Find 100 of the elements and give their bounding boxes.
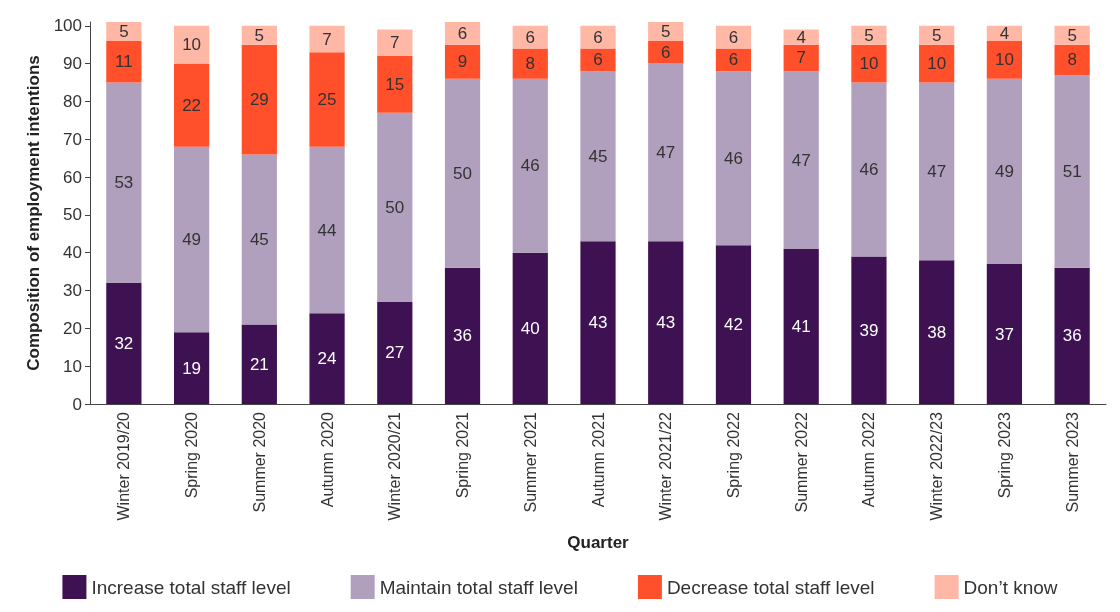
bar bbox=[106, 22, 142, 41]
data-label: 9 bbox=[457, 52, 468, 72]
y-tick-label: 70 bbox=[63, 129, 82, 149]
data-label: 49 bbox=[182, 229, 202, 249]
bar bbox=[173, 146, 210, 333]
data-label: 7 bbox=[796, 48, 806, 68]
bar bbox=[241, 154, 277, 325]
data-label: 38 bbox=[927, 322, 947, 342]
data-label: 43 bbox=[588, 313, 608, 333]
bar bbox=[919, 44, 955, 83]
bar bbox=[377, 112, 413, 302]
legend-label: Don’t know bbox=[963, 576, 1058, 598]
bar bbox=[444, 44, 481, 79]
data-label: 6 bbox=[593, 27, 603, 47]
data-label: 47 bbox=[656, 142, 676, 162]
bar bbox=[377, 56, 413, 113]
bar bbox=[444, 78, 481, 268]
y-tick-label: 90 bbox=[63, 54, 82, 74]
y-tick-label: 80 bbox=[63, 91, 82, 111]
data-label: 6 bbox=[728, 50, 739, 70]
y-tick-label: 30 bbox=[63, 281, 82, 301]
bar bbox=[1054, 74, 1090, 268]
data-label: 25 bbox=[317, 90, 337, 110]
data-label: 10 bbox=[994, 50, 1014, 70]
data-label: 6 bbox=[593, 50, 603, 70]
bar bbox=[715, 71, 752, 246]
data-label: 46 bbox=[724, 148, 743, 168]
bar bbox=[173, 332, 210, 404]
y-tick-label: 100 bbox=[53, 16, 82, 36]
data-label: 36 bbox=[453, 326, 472, 346]
x-tick-label: Autumn 2021 bbox=[589, 411, 607, 508]
bar bbox=[309, 146, 345, 314]
bar bbox=[648, 22, 684, 41]
data-label: 8 bbox=[1067, 50, 1077, 70]
data-label: 50 bbox=[385, 197, 405, 217]
data-label: 4 bbox=[999, 23, 1010, 43]
bar bbox=[715, 48, 752, 72]
data-label: 24 bbox=[317, 349, 337, 369]
bar bbox=[241, 44, 277, 155]
bar bbox=[512, 78, 548, 253]
y-tick-label: 10 bbox=[63, 356, 82, 376]
x-tick-label: Summer 2021 bbox=[521, 411, 539, 513]
x-tick-label: Winter 2022/23 bbox=[928, 411, 946, 521]
data-label: 5 bbox=[931, 25, 942, 45]
bar bbox=[444, 267, 481, 404]
data-label: 42 bbox=[724, 315, 743, 335]
data-label: 45 bbox=[249, 229, 269, 249]
data-label: 10 bbox=[182, 35, 202, 55]
y-tick-label: 40 bbox=[63, 243, 82, 263]
bar bbox=[1054, 44, 1090, 75]
data-label: 51 bbox=[1062, 161, 1082, 181]
data-label: 6 bbox=[728, 27, 739, 47]
x-tick-label: Winter 2021/22 bbox=[657, 411, 675, 521]
data-label: 36 bbox=[1062, 326, 1082, 346]
data-label: 5 bbox=[661, 21, 671, 41]
bar bbox=[241, 324, 277, 404]
x-axis-title: Quarter bbox=[567, 533, 630, 552]
bar bbox=[851, 256, 887, 404]
y-tick-label: 50 bbox=[63, 205, 82, 225]
bar bbox=[444, 22, 481, 45]
bar bbox=[106, 282, 142, 404]
bar bbox=[106, 82, 142, 283]
data-label: 45 bbox=[588, 146, 608, 166]
bar bbox=[241, 25, 277, 45]
data-label: 6 bbox=[525, 27, 535, 47]
data-label: 5 bbox=[864, 25, 874, 45]
data-label: 46 bbox=[859, 160, 879, 180]
x-tick-label: Winter 2019/20 bbox=[115, 411, 133, 521]
legend-label: Decrease total staff level bbox=[666, 576, 875, 598]
data-label: 47 bbox=[927, 161, 947, 181]
bar bbox=[309, 25, 345, 53]
data-label: 21 bbox=[249, 354, 269, 374]
data-label: 41 bbox=[791, 316, 811, 336]
bar bbox=[377, 301, 413, 404]
bar bbox=[783, 248, 819, 404]
data-label: 32 bbox=[114, 333, 134, 353]
data-label: 49 bbox=[994, 161, 1014, 181]
bar bbox=[1054, 267, 1090, 404]
bar bbox=[377, 29, 413, 57]
x-tick-label: Spring 2021 bbox=[454, 411, 472, 499]
bar bbox=[1054, 25, 1090, 45]
x-tick-label: Winter 2020/21 bbox=[386, 411, 404, 521]
bar bbox=[580, 48, 616, 72]
x-tick-label: Autumn 2022 bbox=[860, 411, 878, 508]
data-label: 6 bbox=[661, 42, 671, 62]
data-label: 22 bbox=[182, 95, 202, 115]
data-label: 47 bbox=[791, 150, 811, 170]
bar bbox=[851, 25, 887, 45]
data-label: 43 bbox=[656, 313, 676, 333]
x-tick-label: Spring 2020 bbox=[183, 411, 201, 499]
data-label: 7 bbox=[322, 29, 332, 49]
data-label: 37 bbox=[994, 324, 1014, 344]
bar bbox=[715, 245, 752, 404]
legend-label: Maintain total staff level bbox=[379, 576, 578, 598]
bar bbox=[512, 48, 548, 79]
data-label: 29 bbox=[249, 90, 269, 110]
bar bbox=[919, 82, 955, 261]
data-label: 5 bbox=[119, 21, 129, 41]
bar bbox=[986, 78, 1023, 265]
y-tick-label: 20 bbox=[63, 318, 82, 338]
